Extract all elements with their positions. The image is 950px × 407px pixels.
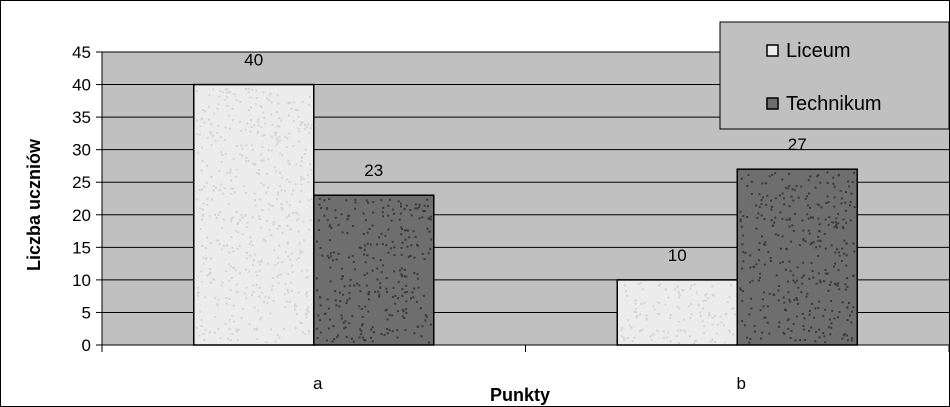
legend-label-liceum: Liceum (786, 40, 850, 62)
data-label-technikum-a: 23 (364, 161, 383, 180)
data-label-liceum-b: 10 (668, 246, 687, 265)
legend-swatch-technikum (766, 97, 779, 110)
data-label-technikum-b: 27 (788, 135, 807, 154)
x-tick-label-b: b (737, 374, 746, 393)
y-tick-label-20: 20 (72, 206, 91, 225)
x-axis-title: Punkty (490, 385, 550, 405)
data-label-liceum-a: 40 (244, 51, 263, 70)
y-tick-label-40: 40 (72, 76, 91, 95)
bar-texture-technikum-a (315, 197, 433, 344)
y-tick-label-30: 30 (72, 141, 91, 160)
y-tick-label-15: 15 (72, 238, 91, 257)
y-tick-label-5: 5 (82, 303, 91, 322)
x-tick-label-a: a (313, 374, 323, 393)
legend-swatch-liceum (766, 44, 779, 57)
bar-texture-liceum-b (620, 282, 736, 344)
y-tick-label-25: 25 (72, 173, 91, 192)
bar-texture-liceum-a (195, 87, 313, 344)
bar-technikum-b (736, 168, 858, 346)
y-tick-label-10: 10 (72, 271, 91, 290)
y-tick-label-45: 45 (72, 43, 91, 62)
legend-label-technikum: Technikum (786, 93, 882, 115)
y-tick-label-0: 0 (82, 336, 91, 355)
bar-technikum-a (313, 194, 435, 346)
y-axis-title: Liczba uczniów (24, 138, 44, 271)
legend: Liceum Technikum (719, 21, 950, 130)
legend-box (719, 21, 950, 130)
bar-texture-technikum-b (739, 171, 856, 344)
bar-liceum-a (193, 83, 315, 346)
y-tick-label-35: 35 (72, 108, 91, 127)
